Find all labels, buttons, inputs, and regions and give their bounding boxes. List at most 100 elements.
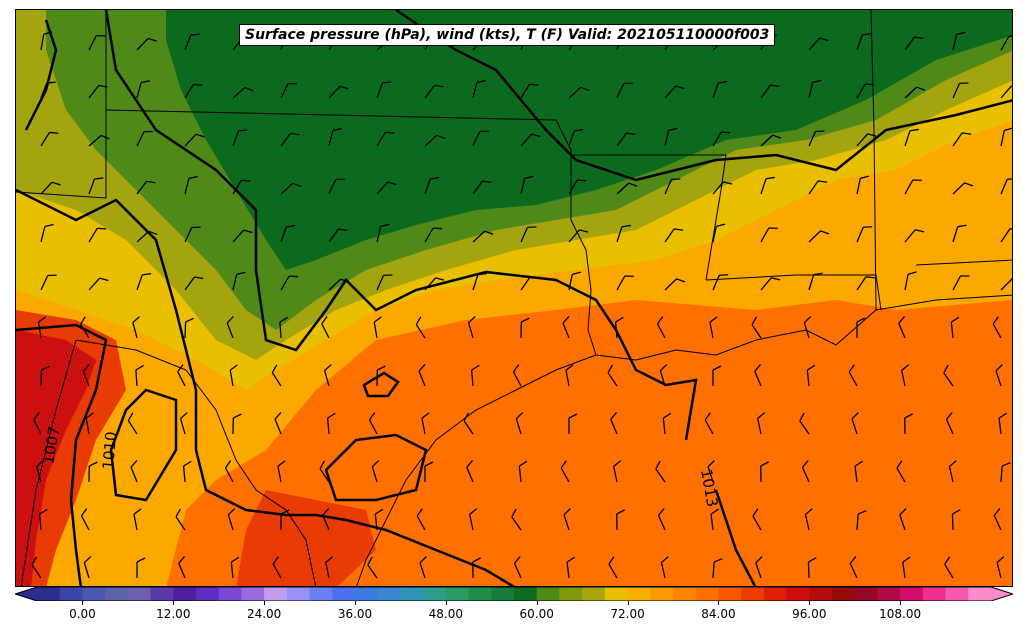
colorbar-segment bbox=[59, 587, 83, 601]
wind-barb bbox=[1000, 35, 1012, 51]
colorbar-segment bbox=[286, 587, 311, 601]
map-title: Surface pressure (hPa), wind (kts), T (F… bbox=[239, 24, 776, 46]
wind-barb bbox=[466, 460, 474, 483]
wind-barb bbox=[37, 316, 47, 339]
rio-grande bbox=[75, 339, 317, 586]
louisiana-mississippi-border bbox=[705, 274, 882, 311]
wind-barb bbox=[280, 132, 300, 147]
wind-barb bbox=[712, 81, 728, 99]
wind-barb bbox=[993, 508, 1002, 531]
wind-barb bbox=[801, 460, 810, 483]
wind-barb bbox=[232, 129, 248, 147]
wind-barb bbox=[856, 510, 867, 531]
wind-barb bbox=[328, 278, 350, 291]
colorbar-segment bbox=[332, 587, 356, 601]
wind-barb bbox=[616, 509, 625, 531]
wind-barb bbox=[40, 181, 61, 195]
wind-barb bbox=[323, 364, 332, 387]
wind-barb bbox=[952, 224, 967, 243]
wind-barb bbox=[376, 131, 395, 147]
wind-barb bbox=[328, 85, 349, 99]
wind-barb bbox=[224, 460, 234, 483]
isobar-closed-small bbox=[362, 371, 400, 398]
colorbar-segment bbox=[582, 587, 606, 601]
wind-barb bbox=[40, 81, 56, 99]
colorbar-segment bbox=[809, 587, 833, 601]
wind-barb bbox=[136, 80, 151, 99]
wind-barb bbox=[760, 227, 778, 243]
wind-barb bbox=[184, 175, 198, 195]
colorbar-tick bbox=[355, 601, 356, 605]
colorbar-segment bbox=[832, 587, 856, 601]
temp-fill-dark-green bbox=[166, 10, 1012, 270]
wind-barb bbox=[226, 316, 234, 339]
colorbar-tick-label: 12.00 bbox=[156, 607, 191, 621]
colorbar-segment bbox=[695, 587, 719, 601]
wind-barb bbox=[806, 364, 816, 387]
wind-barb bbox=[421, 412, 430, 435]
colorbar-tick-label: 84.00 bbox=[701, 607, 736, 621]
wind-barb bbox=[904, 86, 926, 99]
wind-barb bbox=[1000, 278, 1012, 291]
colorbar-segment bbox=[37, 587, 61, 601]
wind-barb bbox=[40, 274, 57, 291]
colorbar-segment bbox=[945, 587, 969, 601]
wind-barb bbox=[35, 460, 44, 483]
colorbar-segment bbox=[718, 587, 742, 601]
wind-barb bbox=[851, 412, 859, 435]
wind-barb bbox=[416, 508, 426, 531]
wind-barb bbox=[754, 364, 762, 387]
wind-barb bbox=[184, 226, 201, 243]
wind-barb bbox=[229, 364, 238, 387]
wind-barb bbox=[807, 557, 817, 579]
wind-barb bbox=[88, 227, 107, 243]
wind-barb bbox=[610, 412, 618, 435]
isobar-1007-inner bbox=[24, 19, 58, 131]
isobar-1013-north bbox=[104, 10, 698, 441]
colorbar-tick-label: 36.00 bbox=[337, 607, 373, 621]
colorbar-segment bbox=[127, 587, 152, 601]
wind-barb bbox=[944, 556, 954, 579]
wind-barb bbox=[321, 316, 330, 339]
wind-barb bbox=[808, 272, 823, 291]
wind-barb bbox=[472, 79, 486, 99]
colorbar-segment bbox=[854, 587, 878, 601]
wind-barb bbox=[184, 83, 203, 99]
wind-barb bbox=[274, 412, 282, 435]
wind-barb bbox=[319, 460, 330, 483]
wind-barb bbox=[277, 460, 286, 483]
wind-barb bbox=[1000, 228, 1012, 243]
colorbar-segment bbox=[536, 587, 560, 601]
wind-barb bbox=[568, 129, 584, 147]
wind-barb bbox=[849, 556, 858, 579]
wind-barb bbox=[704, 412, 714, 435]
wind-barb bbox=[520, 83, 539, 99]
wind-barb bbox=[659, 364, 668, 387]
wind-barb bbox=[88, 84, 108, 99]
wind-barb bbox=[467, 316, 476, 339]
wind-barb bbox=[951, 509, 961, 531]
wind-barb bbox=[470, 364, 480, 387]
wind-barb bbox=[40, 223, 54, 243]
map-panel: 1007 1010 1013 Surface pressure (hPa), w… bbox=[15, 9, 1013, 587]
wind-barb bbox=[136, 230, 158, 243]
wind-barbs bbox=[31, 31, 1012, 579]
wind-barb bbox=[898, 316, 906, 339]
wind-barb bbox=[808, 130, 825, 147]
wind-barb bbox=[175, 508, 186, 531]
wind-barb bbox=[808, 230, 830, 243]
wind-barb bbox=[472, 272, 487, 291]
colorbar-segment bbox=[400, 587, 424, 601]
colorbar-segment bbox=[355, 587, 379, 601]
wind-barb bbox=[88, 461, 98, 483]
wind-barb bbox=[79, 316, 90, 339]
wind-barb bbox=[132, 316, 140, 339]
texas-coast bbox=[356, 354, 597, 586]
wind-barb bbox=[271, 364, 282, 387]
wind-barb bbox=[568, 413, 578, 434]
colorbar-segment bbox=[491, 587, 515, 601]
colorbar-tick bbox=[264, 601, 266, 605]
map-canvas: 1007 1010 1013 bbox=[16, 10, 1012, 586]
wind-barb bbox=[568, 229, 589, 243]
wind-barb bbox=[424, 177, 440, 195]
